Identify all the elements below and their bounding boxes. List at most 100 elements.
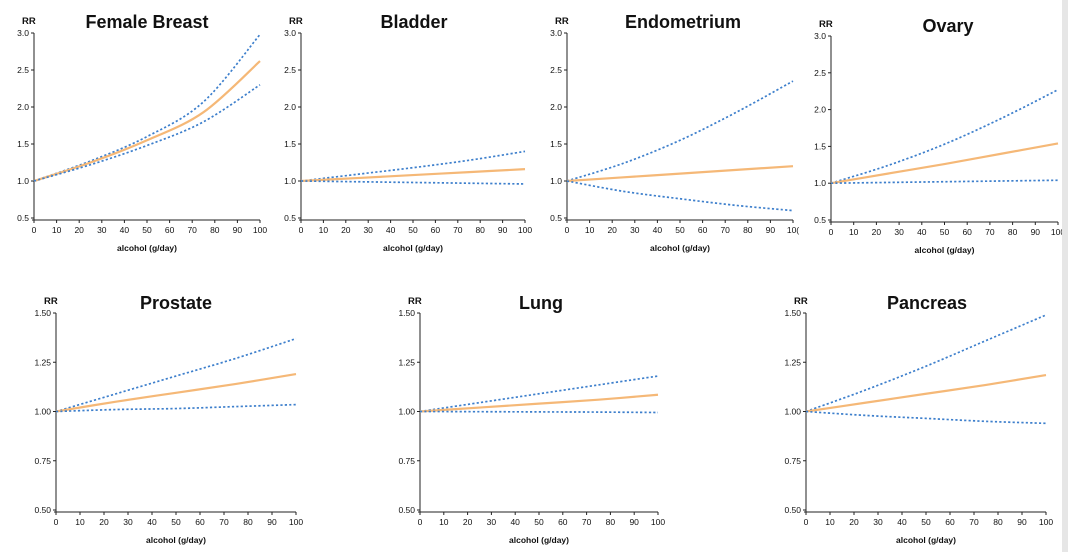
series-line-ci-2 [55,403,297,413]
y-axis-label: RR [44,296,58,307]
chart-title: Ovary [922,16,973,36]
x-axis-label: alcohol (g/day) [117,243,177,253]
x-tick-label: 30 [894,227,904,237]
x-tick-label: 100 [518,225,532,235]
x-axis-label: alcohol (g/day) [146,535,206,545]
x-tick-label: 90 [1031,227,1041,237]
series-line-ci-0 [805,314,1047,413]
x-tick-label: 100 [651,517,665,527]
x-tick-label: 50 [142,225,152,235]
x-tick-label: 60 [945,517,955,527]
series-line-estimate [830,142,1059,185]
y-tick-label: 0.75 [34,456,51,466]
series-line-ci-2 [830,179,1059,185]
y-tick-label: 2.5 [17,65,29,75]
y-tick-label: 0.5 [814,215,826,225]
x-tick-label: 80 [210,225,220,235]
y-tick-label: 3.0 [284,28,296,38]
x-tick-label: 30 [363,225,373,235]
y-tick-label: 1.50 [784,308,801,318]
x-tick-label: 60 [558,517,568,527]
series-line-estimate [566,165,794,183]
chart-title: Lung [519,293,563,313]
y-tick-label: 0.50 [784,505,801,515]
x-axis-label: alcohol (g/day) [896,535,956,545]
x-tick-label: 90 [498,225,508,235]
x-tick-label: 100 [289,517,303,527]
x-tick-label: 30 [630,225,640,235]
chart-title: Pancreas [887,293,967,313]
window-edge [1062,0,1068,552]
y-tick-label: 1.00 [784,407,801,417]
chart-prostate: Prostate RR 0.50 0.75 1.00 1.25 1.50 0 10 20 30 40 5… [34,293,303,545]
x-tick-label: 100 [253,225,267,235]
x-tick-label: 60 [165,225,175,235]
series-line-ci-2 [300,180,526,185]
x-tick-label: 50 [534,517,544,527]
series-line-ci-0 [300,150,526,182]
y-tick-label: 2.5 [284,65,296,75]
series-line-estimate [300,168,526,183]
series-line-ci-2 [566,180,794,212]
y-tick-label: 0.5 [284,213,296,223]
series-line-ci-0 [566,80,794,182]
x-axis-label: alcohol (g/day) [383,243,443,253]
y-tick-label: 1.50 [398,308,415,318]
x-tick-label: 20 [74,225,84,235]
y-tick-label: 1.5 [284,139,296,149]
x-tick-label: 10 [825,517,835,527]
y-tick-label: 1.25 [34,357,51,367]
x-tick-label: 30 [873,517,883,527]
y-tick-label: 1.25 [784,357,801,367]
x-axis-label: alcohol (g/day) [509,535,569,545]
x-tick-label: 30 [97,225,107,235]
chart-title: Endometrium [625,12,741,32]
chart-bladder: Bladder RR 0.5 1.0 1.5 2.0 2.5 3.0 0 10 20 30 40 50 60… [284,12,532,253]
x-tick-label: 30 [123,517,133,527]
series-line-ci-0 [55,337,297,413]
x-axis-label: alcohol (g/day) [650,243,710,253]
series-line-estimate [419,393,659,413]
series-line-ci-0 [830,88,1059,185]
chart-female-breast: Female Breast RR 0.5 1.0 1.5 2.0 2.5 3.0 0 10 20 30… [17,12,267,253]
x-tick-label: 10 [439,517,449,527]
x-tick-label: 30 [487,517,497,527]
x-tick-label: 60 [431,225,441,235]
x-tick-label: 80 [606,517,616,527]
x-tick-label: 0 [418,517,423,527]
x-tick-label: 80 [243,517,253,527]
y-tick-label: 1.25 [398,357,415,367]
x-tick-label: 60 [962,227,972,237]
series-line-estimate [33,60,261,183]
x-tick-label: 40 [897,517,907,527]
y-tick-label: 1.50 [34,308,51,318]
x-tick-label: 50 [921,517,931,527]
x-tick-label: 20 [341,225,351,235]
y-tick-label: 0.75 [398,456,415,466]
x-tick-label: 40 [120,225,130,235]
y-tick-label: 0.50 [34,505,51,515]
x-tick-label: 40 [147,517,157,527]
series-line-ci-2 [33,84,261,182]
x-tick-label: 40 [510,517,520,527]
y-tick-label: 2.0 [17,102,29,112]
chart-title: Bladder [380,12,447,32]
x-tick-label: 60 [195,517,205,527]
x-tick-label: 80 [993,517,1003,527]
y-tick-label: 2.0 [284,102,296,112]
y-tick-label: 0.5 [550,213,562,223]
x-tick-label: 20 [872,227,882,237]
x-tick-label: 50 [171,517,181,527]
series-line-ci-0 [419,375,659,413]
series-line-estimate [55,372,297,413]
x-tick-label: 90 [766,225,776,235]
x-tick-label: 50 [940,227,950,237]
x-tick-label: 0 [299,225,304,235]
x-tick-label: 90 [233,225,243,235]
y-axis-label: RR [289,16,303,27]
x-tick-label: 70 [985,227,995,237]
x-tick-label: 0 [54,517,59,527]
y-axis-label: RR [555,16,569,27]
y-tick-label: 1.0 [814,178,826,188]
